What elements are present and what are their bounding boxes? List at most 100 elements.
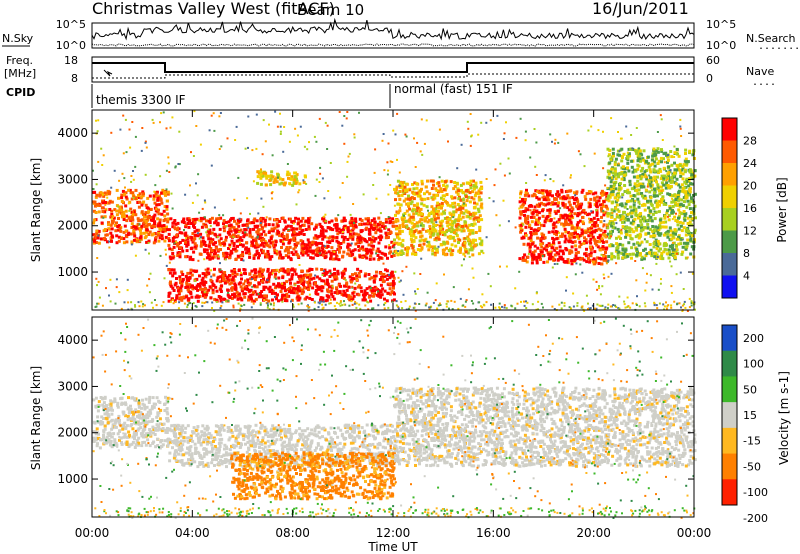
data-cell (679, 171, 683, 175)
data-cell (416, 206, 420, 210)
data-cell (213, 249, 217, 253)
data-cell (561, 201, 565, 205)
data-cell (653, 255, 657, 259)
data-cell (262, 288, 266, 291)
data-cell (160, 237, 164, 241)
data-cell (629, 211, 632, 215)
data-cell (195, 228, 199, 232)
data-cell (99, 237, 103, 241)
data-cell (186, 240, 190, 244)
data-cell (311, 256, 315, 260)
data-cell (361, 256, 365, 259)
data-cell (279, 253, 283, 257)
data-cell (278, 182, 282, 186)
data-cell (255, 219, 259, 223)
noise-cell (252, 180, 255, 183)
data-cell (656, 150, 660, 154)
noise-cell (604, 184, 607, 187)
noise-cell (124, 118, 127, 121)
data-cell (453, 239, 457, 243)
data-cell (254, 278, 257, 282)
data-cell (273, 248, 277, 252)
data-cell (356, 236, 360, 239)
data-cell (673, 228, 677, 232)
data-cell (585, 247, 588, 251)
noise-cell (462, 197, 465, 200)
data-cell (674, 182, 678, 186)
nave-label: Nave (746, 65, 774, 78)
data-cell (273, 226, 277, 230)
data-cell (389, 231, 393, 235)
data-cell (564, 230, 568, 234)
noise-cell (383, 169, 386, 172)
data-cell (178, 241, 182, 244)
data-cell (624, 235, 628, 239)
noise-cell (226, 137, 229, 140)
data-cell (132, 232, 136, 236)
data-cell (596, 224, 599, 228)
noise-cell (602, 130, 604, 133)
power-data (92, 110, 697, 312)
noise-cell (346, 175, 349, 178)
cpid-panel: CPID themis 3300 IF normal (fast) 151 IF (6, 82, 513, 108)
data-cell (619, 231, 623, 235)
data-cell (152, 197, 156, 201)
data-cell (201, 276, 205, 280)
data-cell (266, 269, 270, 273)
data-cell (208, 228, 212, 232)
data-cell (94, 236, 98, 240)
data-cell (423, 239, 426, 243)
data-cell (456, 222, 460, 226)
noise-cell (518, 207, 521, 210)
data-cell (280, 181, 284, 185)
data-cell (632, 203, 636, 207)
noise-cell (323, 245, 326, 248)
data-cell (631, 170, 635, 174)
data-cell (651, 212, 655, 216)
noise-cell (679, 125, 682, 128)
data-cell (369, 299, 373, 303)
data-cell (373, 277, 377, 281)
data-cell (471, 229, 475, 233)
data-cell (444, 185, 448, 189)
data-cell (472, 187, 476, 191)
noise-cell (554, 138, 557, 141)
data-cell (291, 252, 295, 256)
data-cell (267, 231, 271, 234)
noise-cell (397, 276, 400, 279)
noise-cell (389, 184, 392, 186)
data-cell (668, 204, 672, 208)
data-cell (445, 217, 449, 221)
data-cell (138, 227, 142, 231)
data-cell (639, 212, 643, 215)
data-cell (613, 183, 616, 187)
data-cell (441, 248, 445, 252)
data-cell (171, 274, 175, 278)
data-cell (293, 269, 297, 273)
data-cell (140, 203, 144, 207)
noise-cell (154, 299, 156, 301)
data-cell (430, 217, 434, 221)
noise-cell (562, 184, 565, 187)
data-cell (179, 286, 183, 290)
data-cell (545, 190, 549, 194)
noise-cell (673, 248, 676, 251)
noise-cell (215, 300, 218, 303)
data-cell (526, 217, 529, 220)
data-cell (592, 216, 596, 220)
data-cell (275, 222, 279, 226)
data-cell (554, 211, 558, 215)
noise-cell (321, 274, 324, 276)
data-cell (129, 207, 133, 211)
data-cell (570, 210, 574, 214)
data-cell (211, 291, 215, 295)
data-cell (547, 252, 551, 256)
data-cell (613, 226, 617, 230)
data-cell (114, 229, 118, 233)
data-cell (658, 203, 661, 207)
noise-cell (615, 222, 618, 225)
data-cell (229, 251, 233, 255)
data-cell (410, 221, 414, 225)
data-cell (656, 147, 660, 151)
data-cell (358, 255, 362, 259)
